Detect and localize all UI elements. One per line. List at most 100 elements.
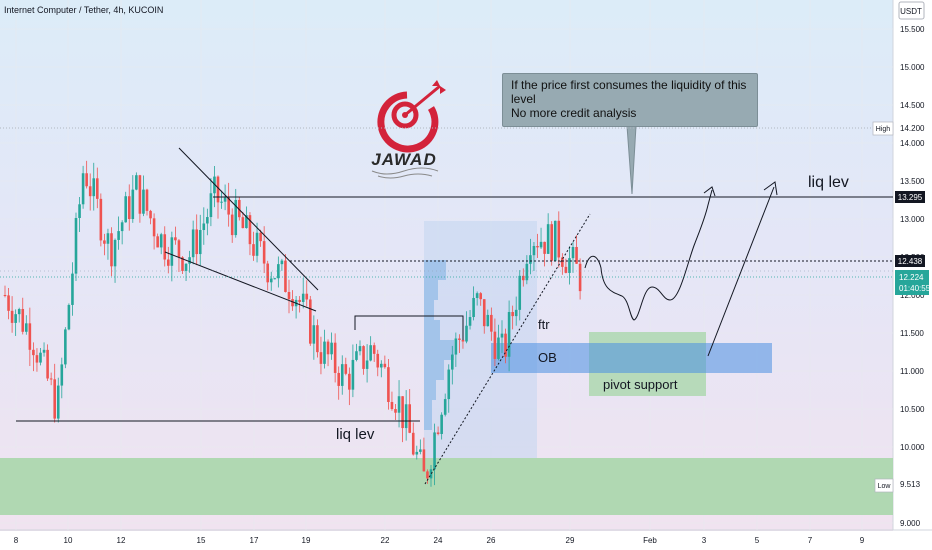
candle-body [411, 432, 415, 455]
candle-body [32, 349, 35, 356]
candle-body [344, 364, 348, 374]
candle-body [138, 175, 142, 214]
time-tick-label: 24 [434, 536, 443, 545]
price-tick-label: 11.000 [900, 367, 924, 376]
candle-body [10, 310, 14, 323]
candle-body [85, 173, 88, 187]
candle-body [380, 363, 383, 368]
price-tick-label: 9.513 [900, 480, 921, 489]
projection-arrow-line [707, 186, 775, 357]
candle-body [408, 404, 411, 433]
candle-body [326, 341, 330, 355]
candle-body [309, 299, 312, 344]
projection-path [584, 189, 713, 321]
chart-title: Internet Computer / Tether, 4h, KUCOIN [4, 5, 163, 15]
candle-body [340, 364, 344, 386]
candle-body [511, 312, 514, 317]
time-tick-label: 3 [702, 536, 707, 545]
candle-body [238, 199, 241, 218]
high-label: High [876, 126, 891, 133]
candle-body [167, 259, 170, 266]
high-value: 14.200 [900, 124, 925, 133]
candle-body [486, 314, 490, 327]
price-tick-label: 12.000 [900, 291, 925, 300]
candle-body [440, 414, 443, 434]
price-tick-label: 15.000 [900, 63, 925, 72]
candle-body [429, 469, 433, 479]
candle-body [351, 359, 355, 390]
price-tick-label: 11.500 [900, 329, 924, 338]
candle-body [482, 299, 486, 327]
green-demand-zone [0, 458, 893, 515]
price-tick-label: 15.500 [900, 25, 925, 34]
price-tick-label: 13.000 [900, 215, 925, 224]
candle-body [532, 246, 536, 256]
time-tick-label: 15 [197, 536, 206, 545]
candle-body [497, 337, 500, 359]
candle-body [131, 189, 135, 220]
candle-body [550, 224, 553, 261]
candle-body [323, 341, 326, 364]
candlestick-series [3, 160, 582, 487]
candle-body [447, 369, 451, 400]
time-tick-label: 9 [860, 536, 865, 545]
candle-body [74, 218, 78, 274]
time-tick-label: 10 [64, 536, 73, 545]
liq-lev-top-label: liq lev [808, 174, 849, 191]
candle-body [230, 214, 234, 236]
liq-lev-bottom-label: liq lev [336, 426, 375, 443]
candle-body [28, 323, 32, 350]
candle-body [198, 230, 202, 255]
candle-body [529, 255, 532, 264]
low-label-box [874, 478, 894, 493]
high-label-box [872, 121, 894, 136]
time-tick-label: 29 [566, 536, 575, 545]
candle-body [571, 246, 575, 259]
candle-body [369, 345, 372, 361]
candle-body [280, 260, 284, 265]
candle-body [355, 351, 358, 360]
candle-body [397, 396, 401, 413]
candle-body [557, 220, 561, 258]
candle-body [564, 266, 568, 273]
candle-body [404, 404, 408, 429]
candle-body [223, 197, 227, 202]
candle-body [553, 220, 557, 261]
candle-body [568, 258, 571, 273]
candle-body [163, 234, 167, 260]
candle-body [53, 379, 56, 419]
candle-body [78, 204, 81, 219]
candle-body [195, 229, 198, 255]
candle-body [301, 293, 305, 302]
wedge-upper-line [178, 147, 319, 291]
time-tick-label: 26 [487, 536, 496, 545]
candle-body [273, 278, 277, 280]
candle-body [269, 278, 273, 283]
candle-body [135, 175, 138, 190]
candle-body [25, 323, 28, 332]
candle-body [277, 264, 280, 279]
candle-body [561, 257, 564, 267]
price-tick-label: 9.000 [900, 519, 921, 528]
candle-body [252, 244, 255, 256]
trend-drawings [16, 147, 893, 485]
candle-body [262, 241, 266, 264]
candle-body [454, 338, 458, 355]
candle-body [543, 241, 546, 254]
candle-body [475, 293, 479, 298]
candle-body [3, 295, 7, 296]
candle-body [507, 312, 511, 357]
level-12438-text: 12.438 [898, 257, 923, 266]
currency-badge[interactable] [898, 1, 925, 20]
candle-body [209, 193, 213, 218]
candle-body [443, 399, 447, 415]
projection-arrowhead [703, 186, 716, 197]
candle-body [387, 367, 390, 402]
candle-body [330, 342, 333, 355]
candle-body [458, 338, 461, 340]
candle-body [546, 224, 550, 254]
candle-body [96, 178, 99, 199]
level-13295-text: 13.295 [898, 193, 923, 202]
